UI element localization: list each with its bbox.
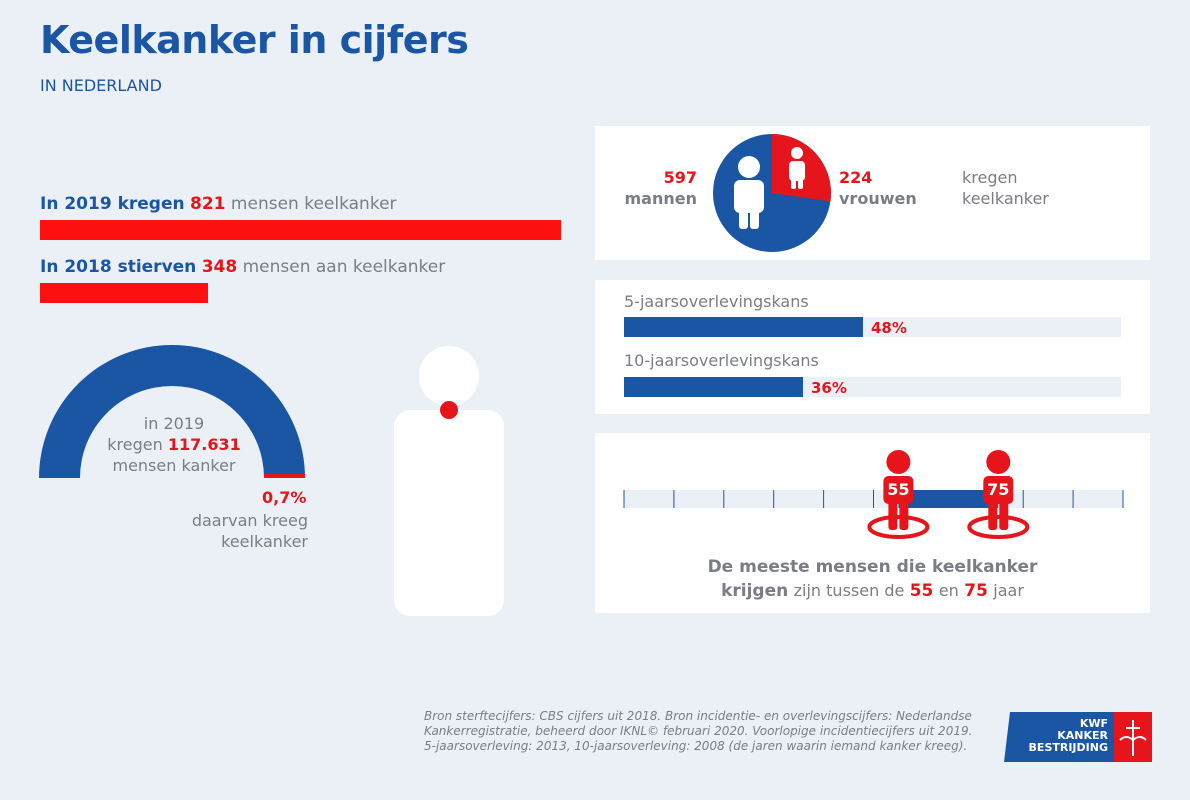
men-label-block: 597 mannen — [615, 167, 698, 209]
logo-line3: BESTRIJDING — [1028, 741, 1108, 754]
survival-5-label: 5-jaarsoverlevingskans — [624, 292, 809, 311]
gauge-share-mark — [264, 474, 305, 478]
mortality-suffix: mensen aan keelkanker — [242, 257, 446, 277]
source-line2: Kankerregistratie, beheerd door IKNL© fe… — [424, 724, 973, 738]
women-label: vrouwen — [839, 189, 917, 208]
throat-dot-icon — [440, 401, 458, 419]
age-high-label: 75 — [987, 480, 1009, 499]
person-silhouette-icon — [394, 346, 504, 616]
age-caption-krijgen: krijgen — [721, 581, 789, 601]
page-title: Keelkanker in cijfers — [40, 18, 469, 62]
men-label: mannen — [624, 189, 698, 208]
page-subtitle: IN NEDERLAND — [40, 76, 162, 95]
age-caption: De meeste mensen die keelkanker krijgen … — [595, 556, 1150, 603]
mortality-prefix: In 2018 stierven — [40, 257, 197, 277]
logo-sword-icon — [1119, 720, 1147, 756]
logo-line1: KWF — [1079, 717, 1108, 730]
share-caption: daarvan kreeg keelkanker — [150, 510, 308, 552]
women-label-block: 224 vrouwen — [839, 167, 917, 209]
total-cancer-gauge — [39, 345, 305, 478]
gender-panel — [595, 126, 1150, 260]
age-marker-75: 75 — [967, 450, 1030, 539]
incidence-value: 821 — [190, 194, 226, 214]
source-line1: Bron sterftecijfers: CBS cijfers uit 201… — [424, 709, 972, 723]
age-caption-and: en — [938, 581, 959, 600]
survival-5-bar — [624, 317, 863, 337]
survival-10-label: 10-jaarsoverlevingskans — [624, 351, 819, 370]
gender-pie-chart — [713, 134, 832, 252]
woman-icon — [789, 147, 805, 189]
mortality-value: 348 — [201, 257, 238, 277]
incidence-prefix: In 2019 kregen — [40, 194, 185, 214]
age-caption-line1: De meeste mensen die keelkanker — [707, 557, 1038, 577]
man-icon — [734, 156, 764, 229]
logo-text: KWF KANKER BESTRIJDING — [1029, 718, 1108, 754]
age-low-label: 55 — [887, 480, 909, 499]
source-line3: 5-jaarsoverleving: 2013, 10-jaarsoverlev… — [424, 739, 968, 753]
age-marker-55: 55 — [867, 450, 930, 539]
logo-line2: KANKER — [1057, 729, 1108, 742]
age-caption-high: 75 — [964, 581, 988, 601]
mortality-bar — [40, 283, 208, 303]
gender-suffix-line1: kregen — [962, 168, 1018, 187]
incidence-suffix: mensen keelkanker — [230, 194, 397, 214]
age-range-bar — [898, 490, 999, 508]
gender-suffix-line2: keelkanker — [962, 189, 1049, 208]
gender-suffix: kregen keelkanker — [962, 167, 1049, 209]
logo-shape-icon — [1004, 712, 1152, 762]
share-caption-line2: keelkanker — [221, 532, 308, 551]
survival-5-value: 48% — [871, 319, 907, 337]
age-caption-between: zijn tussen de — [793, 581, 905, 600]
gauge-arc — [39, 345, 305, 478]
age-range-axis: 55 75 — [623, 450, 1124, 539]
men-value: 597 — [663, 168, 697, 187]
total-cancer-value: 117.631 — [167, 435, 241, 454]
total-cancer-line3: mensen kanker — [112, 456, 236, 475]
share-percentage: 0,7% — [262, 488, 307, 507]
total-cancer-text: in 2019 kregen 117.631 mensen kanker — [84, 413, 264, 476]
age-caption-low: 55 — [909, 581, 934, 601]
age-caption-years: jaar — [993, 581, 1024, 600]
total-cancer-line1: in 2019 — [143, 414, 205, 433]
survival-10-bar — [624, 377, 803, 397]
total-cancer-line2-prefix: kregen — [107, 435, 163, 454]
incidence-stat: In 2019 kregen 821 mensen keelkanker — [40, 194, 397, 214]
women-value: 224 — [839, 168, 873, 187]
incidence-bar — [40, 220, 561, 240]
survival-10-value: 36% — [811, 379, 847, 397]
source-note: Bron sterftecijfers: CBS cijfers uit 201… — [424, 709, 972, 754]
mortality-stat: In 2018 stierven 348 mensen aan keelkank… — [40, 257, 445, 277]
share-caption-line1: daarvan kreeg — [191, 511, 308, 530]
kwf-logo: KWF KANKER BESTRIJDING — [1004, 712, 1152, 762]
